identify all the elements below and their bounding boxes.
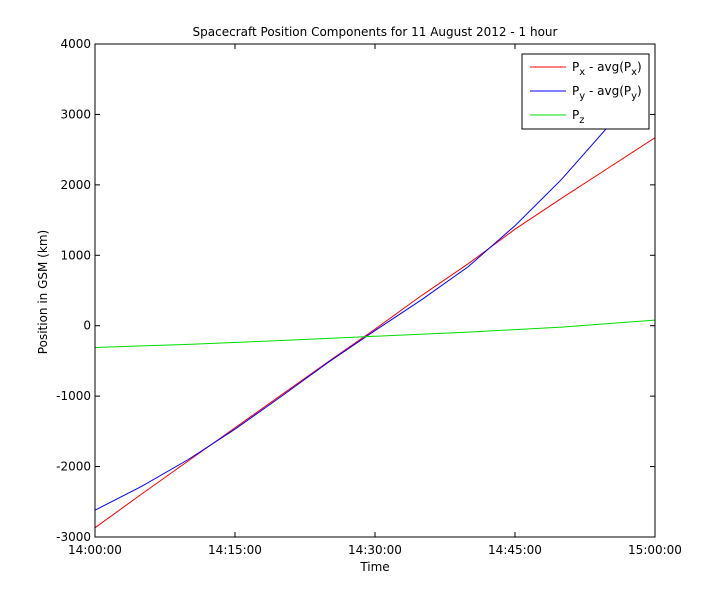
y-axis-label: Position in GSM (km) — [36, 230, 50, 354]
y-tick-label: -2000 — [56, 460, 91, 474]
legend: Px - avg(Px) Py - avg(Py) Pz — [521, 53, 650, 130]
y-tick-label: 0 — [83, 319, 91, 333]
y-tick-label: 4000 — [60, 37, 91, 51]
legend-label-2: Pz — [572, 108, 585, 126]
x-tick-label: 14:45:00 — [488, 543, 542, 557]
x-tick-label: 15:00:00 — [628, 543, 682, 557]
y-tick-label: 1000 — [60, 248, 91, 262]
plot-area: 14:00:00 14:15:00 14:30:00 14:45:00 15:00:00… — [56, 37, 682, 557]
x-axis-label: Time — [359, 560, 389, 574]
y-tick-label: 3000 — [60, 107, 91, 121]
y-tick-label: 2000 — [60, 178, 91, 192]
series-line-0 — [95, 137, 655, 529]
chart-title: Spacecraft Position Components for 11 Au… — [193, 25, 558, 39]
legend-label-0: Px - avg(Px) — [572, 60, 642, 78]
x-tick-label: 14:15:00 — [208, 543, 262, 557]
x-tick-label: 14:00:00 — [68, 543, 122, 557]
series-line-2 — [95, 319, 655, 348]
y-tick-label: -1000 — [56, 389, 91, 403]
legend-label-1: Py - avg(Py) — [572, 84, 642, 102]
series-line-1 — [95, 102, 628, 511]
x-tick-label: 14:30:00 — [348, 543, 402, 557]
y-tick-label: -3000 — [56, 530, 91, 544]
